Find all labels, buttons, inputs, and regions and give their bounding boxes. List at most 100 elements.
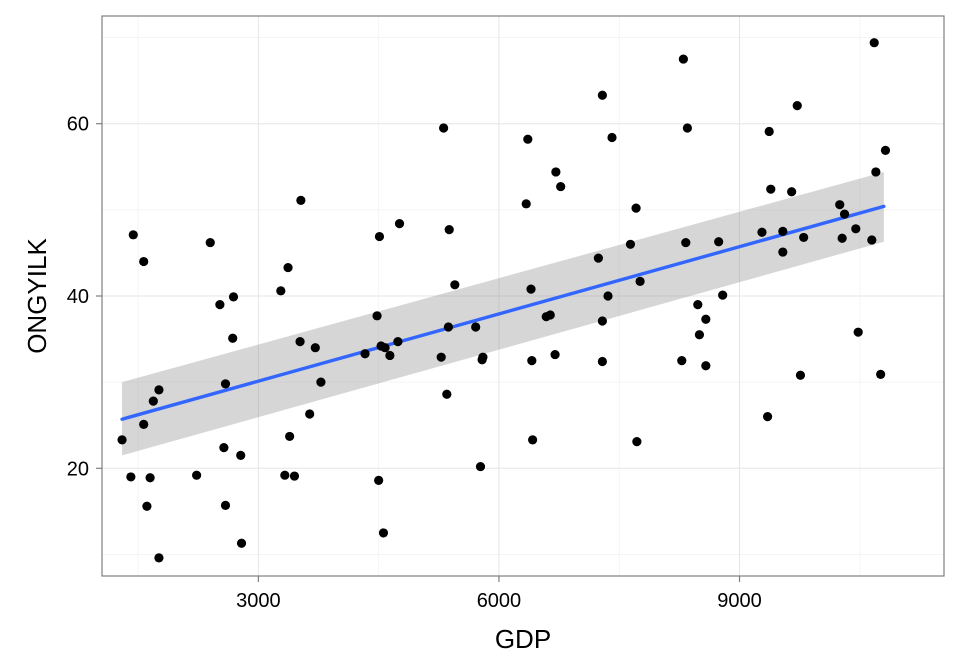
- data-point: [556, 181, 566, 192]
- data-point: [880, 145, 891, 155]
- data-point: [632, 437, 642, 447]
- data-point: [471, 322, 481, 332]
- data-point: [220, 379, 231, 389]
- data-point: [228, 292, 239, 302]
- data-point: [394, 219, 405, 229]
- data-point: [154, 385, 164, 395]
- data-point: [450, 280, 460, 290]
- data-point: [475, 461, 486, 472]
- data-point: [701, 314, 711, 324]
- data-point: [360, 349, 370, 359]
- y-axis-title: ONGYILK: [22, 238, 52, 354]
- data-point: [778, 247, 788, 257]
- data-point: [372, 311, 382, 321]
- data-point: [380, 343, 390, 353]
- data-point: [219, 443, 229, 453]
- data-point: [597, 356, 607, 367]
- x-axis-title: GDP: [495, 624, 551, 654]
- data-point: [851, 224, 861, 234]
- data-point: [443, 322, 454, 332]
- y-tick-label: 60: [67, 114, 89, 136]
- data-point: [139, 419, 149, 429]
- data-point: [236, 450, 246, 460]
- data-point: [192, 470, 202, 480]
- data-point: [385, 350, 395, 361]
- data-point: [436, 352, 446, 362]
- data-point: [285, 431, 295, 442]
- data-point: [876, 369, 886, 379]
- data-point: [276, 286, 286, 296]
- data-point: [295, 337, 305, 347]
- data-point: [799, 232, 809, 243]
- data-point: [764, 126, 774, 137]
- data-point: [597, 316, 607, 326]
- data-point: [677, 356, 687, 366]
- data-point: [869, 38, 879, 48]
- trend-line-layer: [120, 204, 886, 421]
- data-point: [681, 237, 691, 248]
- data-point: [374, 475, 384, 485]
- data-point: [393, 337, 403, 347]
- data-point: [871, 167, 881, 177]
- data-point: [550, 349, 560, 360]
- data-point: [607, 132, 617, 143]
- x-tick-label: 6000: [477, 590, 522, 612]
- data-point: [316, 377, 326, 387]
- data-point: [296, 195, 306, 205]
- data-point: [682, 123, 692, 133]
- data-point: [374, 231, 385, 242]
- data-point: [551, 167, 561, 177]
- data-point: [787, 187, 797, 197]
- data-point: [762, 412, 773, 422]
- tick-labels: 3000 6000 9000 20 40 60: [67, 114, 762, 612]
- data-point: [310, 343, 320, 353]
- x-tick-label: 9000: [717, 590, 762, 612]
- data-point: [142, 501, 152, 511]
- data-point: [792, 101, 802, 111]
- data-point: [220, 500, 231, 510]
- data-point: [478, 352, 488, 362]
- data-point: [128, 230, 138, 240]
- data-point: [778, 226, 788, 236]
- data-point: [280, 470, 290, 480]
- data-point: [635, 276, 645, 286]
- data-point: [145, 473, 155, 483]
- data-point: [139, 256, 149, 267]
- data-point: [439, 123, 449, 133]
- trend-line: [120, 204, 886, 421]
- axis-ticks: [96, 123, 741, 582]
- data-point: [701, 361, 711, 371]
- data-point: [593, 253, 603, 263]
- data-point: [678, 54, 688, 64]
- data-point: [853, 327, 863, 337]
- data-point: [597, 90, 607, 100]
- data-point: [154, 553, 164, 563]
- data-point: [521, 199, 531, 209]
- data-point: [205, 237, 215, 248]
- data-point: [283, 262, 293, 273]
- data-point: [148, 396, 158, 406]
- data-point: [527, 356, 537, 366]
- data-point: [526, 284, 536, 294]
- data-point: [631, 203, 641, 213]
- data-point: [603, 291, 613, 301]
- data-point: [215, 300, 225, 310]
- data-point: [625, 239, 636, 249]
- data-point: [839, 209, 850, 219]
- data-point: [795, 370, 806, 380]
- data-point: [867, 235, 877, 245]
- data-point: [228, 333, 238, 343]
- y-tick-label: 40: [67, 286, 89, 308]
- data-point: [378, 528, 389, 538]
- data-point: [545, 310, 555, 320]
- y-tick-label: 20: [67, 458, 89, 480]
- data-points: [117, 38, 891, 563]
- data-point: [442, 389, 452, 399]
- data-point: [236, 538, 247, 548]
- data-point: [117, 435, 127, 445]
- data-point: [694, 330, 705, 340]
- data-point: [837, 233, 847, 243]
- data-point: [126, 472, 136, 482]
- data-point: [528, 435, 538, 445]
- data-point: [693, 300, 703, 310]
